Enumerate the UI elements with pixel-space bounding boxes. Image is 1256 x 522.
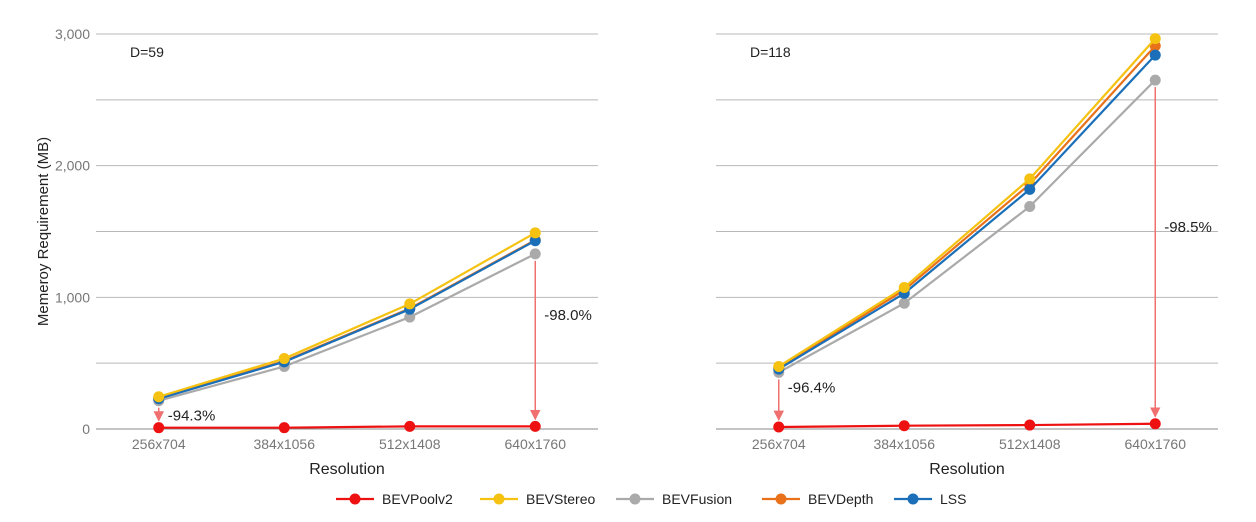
legend-label: LSS bbox=[940, 491, 966, 507]
data-point-lss bbox=[1149, 49, 1161, 61]
data-point-bevstereo bbox=[529, 227, 541, 239]
data-point-bevstereo bbox=[404, 298, 416, 310]
legend-label: BEVStereo bbox=[526, 491, 595, 507]
x-axis-title: Resolution bbox=[929, 461, 1005, 478]
reduction-label: -96.4% bbox=[788, 379, 836, 396]
panel-annotation: D=59 bbox=[130, 44, 164, 60]
data-point-lss bbox=[1024, 183, 1036, 195]
legend-swatch-marker bbox=[907, 493, 919, 505]
data-point-bevfusion bbox=[898, 297, 910, 309]
legend: BEVPoolv2 BEVStereo BEVFusion BEVDepth LSS bbox=[336, 491, 966, 507]
legend-swatch-marker bbox=[775, 493, 787, 505]
data-point-bevstereo bbox=[278, 353, 290, 365]
series-line-bevfusion bbox=[778, 79, 1157, 374]
series-line-bevpoolv2 bbox=[158, 425, 536, 429]
data-point-bevpoolv2 bbox=[1024, 419, 1036, 431]
reduction-label: -98.5% bbox=[1164, 219, 1212, 236]
chart-panel-2: 256x704 384x1056 512x1408 640x1760 Resolutio… bbox=[716, 33, 1218, 478]
legend-swatch-marker bbox=[629, 493, 641, 505]
data-point-bevpoolv2 bbox=[529, 420, 541, 432]
x-tick-label: 640x1760 bbox=[1124, 436, 1186, 452]
data-point-bevfusion bbox=[1149, 74, 1161, 86]
series-line-bevpoolv2 bbox=[778, 422, 1156, 429]
y-tick-label: 0 bbox=[82, 421, 90, 437]
series-line-bevstereo bbox=[778, 37, 1157, 368]
panel-annotation: D=118 bbox=[750, 44, 791, 60]
x-tick-label: 256x704 bbox=[752, 436, 806, 452]
y-tick-label: 2,000 bbox=[55, 158, 90, 174]
data-point-bevpoolv2 bbox=[1149, 418, 1161, 430]
data-point-bevfusion bbox=[404, 311, 416, 323]
legend-item-bevfusion: BEVFusion bbox=[616, 491, 732, 507]
x-tick-label: 384x1056 bbox=[253, 436, 315, 452]
series-line-lss bbox=[778, 54, 1157, 371]
data-point-bevpoolv2 bbox=[404, 420, 416, 432]
legend-item-bevpoolv2: BEVPoolv2 bbox=[336, 491, 453, 507]
y-tick-label: 3,000 bbox=[55, 26, 90, 42]
data-point-bevstereo bbox=[773, 360, 785, 372]
chart-panels: 0 1,000 2,000 3,000 256x704 384x1056 512x1408 6… bbox=[35, 26, 1218, 478]
legend-item-bevstereo: BEVStereo bbox=[480, 491, 595, 507]
data-point-bevstereo bbox=[1149, 33, 1161, 45]
y-axis-title: Memeroy Requirement (MB) bbox=[35, 137, 52, 326]
data-point-lss bbox=[529, 235, 541, 247]
data-point-bevstereo bbox=[898, 281, 910, 293]
x-tick-label: 640x1760 bbox=[504, 436, 566, 452]
series-line-bevfusion bbox=[158, 252, 536, 402]
legend-label: BEVFusion bbox=[662, 491, 732, 507]
x-tick-label: 384x1056 bbox=[873, 436, 935, 452]
x-tick-label: 256x704 bbox=[132, 436, 186, 452]
x-tick-label: 512x1408 bbox=[999, 436, 1061, 452]
data-point-bevpoolv2 bbox=[898, 420, 910, 432]
legend-swatch-marker bbox=[493, 493, 505, 505]
series-line-bevdepth bbox=[778, 45, 1157, 369]
legend-label: BEVDepth bbox=[808, 491, 873, 507]
data-point-bevpoolv2 bbox=[773, 421, 785, 433]
series-line-bevstereo bbox=[158, 231, 536, 398]
legend-item-lss: LSS bbox=[894, 491, 966, 507]
series-line-lss bbox=[158, 239, 536, 400]
data-point-bevfusion bbox=[1024, 200, 1036, 212]
reduction-label: -98.0% bbox=[544, 307, 592, 324]
reduction-label: -94.3% bbox=[168, 408, 216, 425]
data-point-bevpoolv2 bbox=[153, 422, 165, 434]
data-point-bevpoolv2 bbox=[278, 422, 290, 434]
x-axis-title: Resolution bbox=[309, 461, 385, 478]
data-point-bevstereo bbox=[153, 391, 165, 403]
legend-label: BEVPoolv2 bbox=[382, 491, 453, 507]
x-tick-label: 512x1408 bbox=[379, 436, 441, 452]
data-point-bevstereo bbox=[1024, 173, 1036, 185]
legend-swatch-marker bbox=[349, 493, 361, 505]
legend-item-bevdepth: BEVDepth bbox=[762, 491, 873, 507]
y-tick-label: 1,000 bbox=[55, 289, 90, 305]
chart-panel-1: 0 1,000 2,000 3,000 256x704 384x1056 512x1408 6… bbox=[35, 26, 598, 478]
data-point-bevfusion bbox=[529, 248, 541, 260]
